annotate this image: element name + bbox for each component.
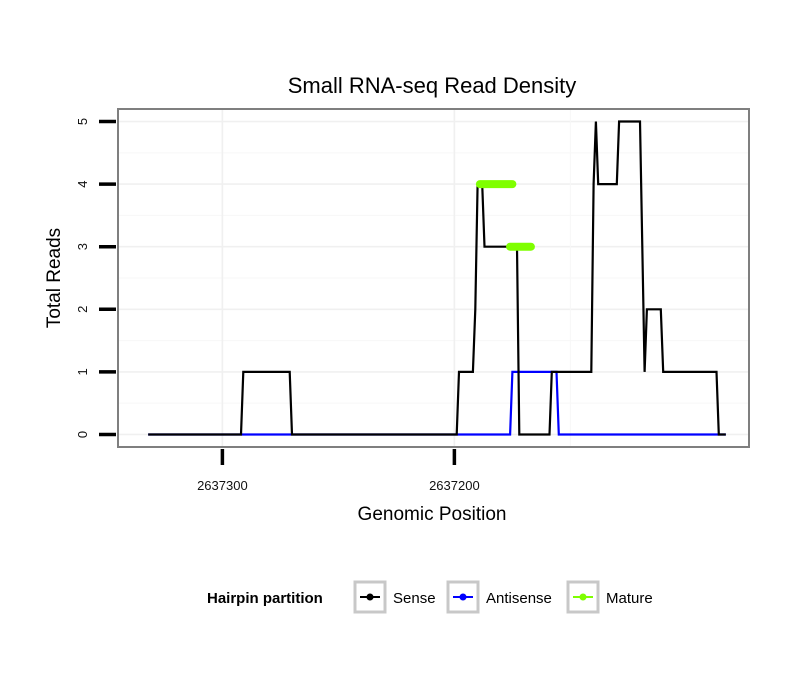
x-tick-label: 2637200	[429, 478, 480, 493]
legend-title: Hairpin partition	[207, 590, 323, 607]
legend-key-dot	[459, 593, 467, 601]
legend: Hairpin partition Sense Antisense Mature	[207, 580, 653, 614]
y-tick-label: 4	[75, 180, 90, 187]
plot-border	[117, 108, 750, 448]
sense-series-line	[148, 120, 726, 436]
x-tick-label: 2637300	[197, 478, 248, 493]
y-tick-label: 2	[75, 306, 90, 313]
legend-label: Antisense	[486, 590, 552, 607]
y-tick-label: 5	[75, 118, 90, 125]
y-axis-label: Total Reads	[44, 228, 65, 328]
legend-label: Mature	[606, 590, 653, 607]
x-axis: 2637300 2637200	[197, 449, 480, 493]
y-tick-label: 3	[75, 243, 90, 250]
legend-key-dot	[366, 593, 374, 601]
legend-key-dot	[579, 593, 587, 601]
chart-title: Small RNA-seq Read Density	[288, 73, 577, 98]
y-tick-label: 1	[75, 368, 90, 375]
y-tick-label: 0	[75, 431, 90, 438]
y-axis: 0 1 2 3 4 5	[75, 118, 116, 438]
legend-item-sense: Sense	[353, 580, 436, 614]
legend-item-antisense: Antisense	[446, 580, 552, 614]
legend-item-mature: Mature	[566, 580, 653, 614]
legend-items: Sense Antisense Mature	[353, 580, 653, 614]
x-axis-label: Genomic Position	[358, 504, 507, 525]
series-layer	[148, 120, 726, 436]
grid	[118, 109, 749, 447]
legend-label: Sense	[393, 590, 436, 607]
